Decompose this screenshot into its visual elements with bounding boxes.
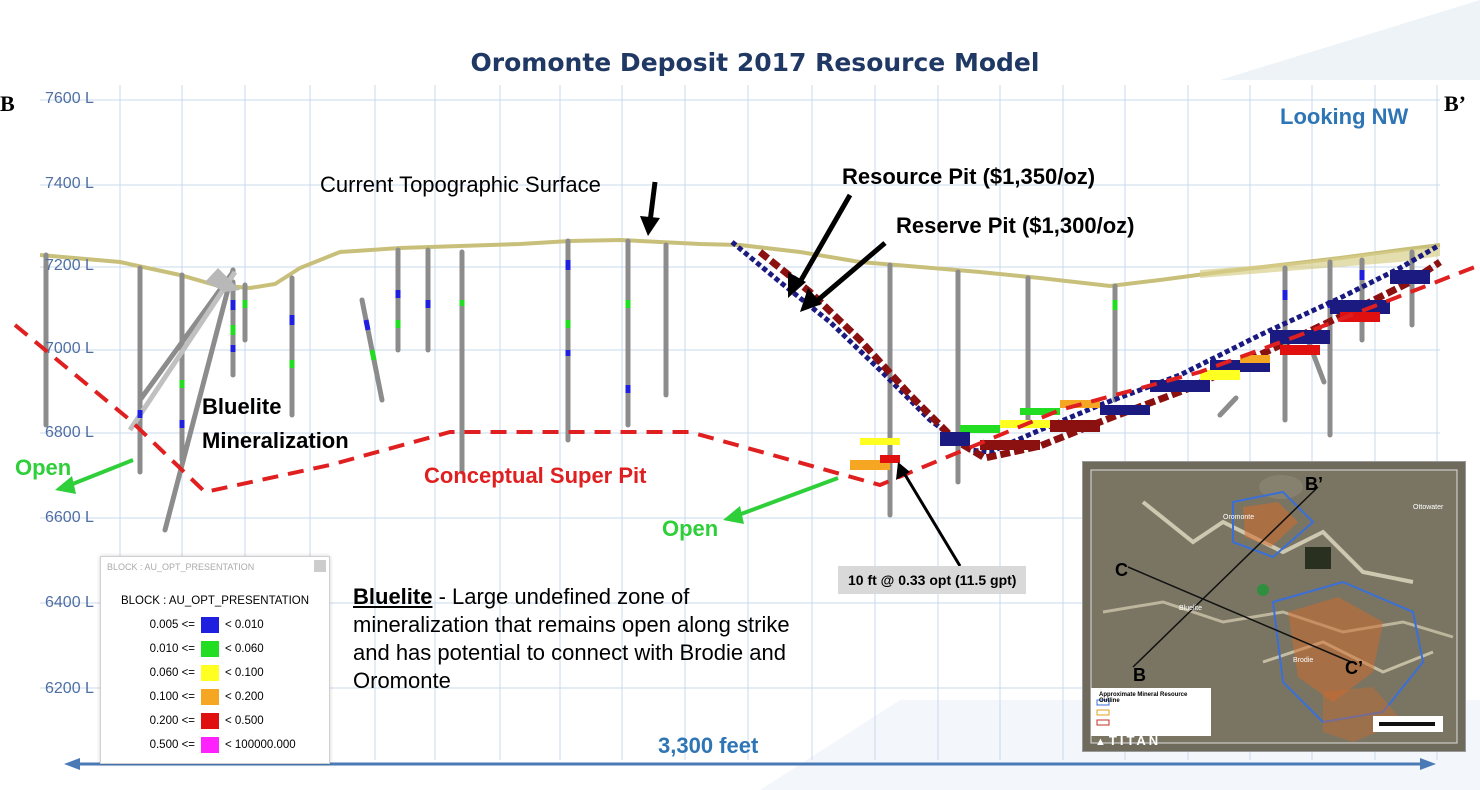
super-pit-label: Conceptual Super Pit: [424, 463, 647, 488]
block-model: [850, 270, 1430, 470]
section-length-label: 3,300 feet: [658, 733, 759, 758]
grade-legend: BLOCK : AU_OPT_PRESENTATION BLOCK : AU_O…: [100, 556, 330, 764]
intercept-callout: 10 ft @ 0.33 opt (11.5 gpt): [838, 566, 1027, 594]
legend-row: 0.010 <= < 0.060: [101, 637, 329, 661]
legend-swatch: [201, 713, 219, 729]
elevation-label: 7000 L: [45, 340, 94, 357]
location-map-inset: Approximate Mineral Resource Outline Oro…: [1082, 461, 1466, 752]
legend-min: 0.500 <=: [149, 739, 195, 751]
bluelite-description: Bluelite - Large undefined zone of miner…: [353, 583, 823, 695]
legend-min: 0.010 <=: [149, 643, 195, 655]
legend-title: BLOCK : AU_OPT_PRESENTATION: [120, 595, 310, 607]
legend-min: 0.005 <=: [149, 619, 195, 631]
legend-row: 0.060 <= < 0.100: [101, 661, 329, 685]
bluelite-label-line2: Mineralization: [202, 428, 349, 453]
section-end-label: B’: [1444, 91, 1466, 116]
legend-row: 0.500 <= < 100000.000: [101, 733, 329, 757]
pointer-arrows: [640, 181, 962, 567]
inset-place-label: Ottowater: [1413, 504, 1444, 511]
legend-min: 0.200 <=: [149, 715, 195, 727]
inset-section-label: B’: [1305, 474, 1323, 494]
legend-swatch: [201, 641, 219, 657]
legend-min: 0.060 <=: [149, 667, 195, 679]
inset-map-drawing: [1083, 462, 1465, 751]
legend-max: < 0.010: [225, 619, 264, 631]
open-right-label: Open: [662, 516, 719, 541]
inset-place-label: Oromonte: [1223, 514, 1255, 521]
scale-arrow: [64, 758, 1436, 770]
legend-min: 0.100 <=: [149, 691, 195, 703]
legend-swatch: [201, 665, 219, 681]
bluelite-label-line1: Bluelite: [202, 394, 282, 419]
open-arrows: [55, 458, 839, 524]
legend-row: 0.100 <= < 0.200: [101, 685, 329, 709]
description-name: Bluelite: [353, 584, 433, 609]
drill-holes: [43, 238, 1415, 533]
elevation-label: 7200 L: [45, 257, 94, 274]
inset-legend-title: Approximate Mineral Resource Outline: [1099, 692, 1188, 704]
super-pit-outline: [13, 263, 1480, 495]
drill-assay-ticks: [137, 260, 1365, 428]
description-text: - Large undefined zone of mineralization…: [353, 584, 790, 693]
view-direction-label: Looking NW: [1280, 104, 1409, 129]
legend-swatch: [201, 689, 219, 705]
inset-section-label: B: [1133, 665, 1146, 685]
titan-logo-mark: ▲: [1095, 736, 1109, 748]
elevation-label: 7400 L: [45, 175, 94, 192]
legend-header: BLOCK : AU_OPT_PRESENTATION: [107, 562, 255, 572]
topographic-surface-label: Current Topographic Surface: [320, 172, 601, 197]
titan-logo: ▲TITAN: [1095, 733, 1161, 748]
legend-row: 0.200 <= < 0.500: [101, 709, 329, 733]
titan-logo-text: TITAN: [1108, 733, 1162, 748]
open-left-label: Open: [15, 455, 72, 480]
elevation-label: 6400 L: [45, 594, 94, 611]
legend-swatch: [201, 617, 219, 633]
inset-place-label: Bluelite: [1179, 605, 1202, 612]
legend-max: < 0.060: [225, 643, 264, 655]
inset-place-label: Brodie: [1293, 657, 1314, 664]
inset-section-label: C: [1115, 560, 1128, 580]
elevation-label: 6800 L: [45, 424, 94, 441]
legend-swatch: [201, 737, 219, 753]
elevation-label: 7600 L: [45, 90, 94, 107]
elevation-label: 6200 L: [45, 680, 94, 697]
section-start-label: B: [0, 91, 15, 116]
topographic-surface: [39, 237, 1441, 291]
legend-close-icon: [314, 560, 326, 572]
page-title: Oromonte Deposit 2017 Resource Model: [470, 48, 1040, 77]
legend-max: < 0.200: [225, 691, 264, 703]
legend-max: < 0.500: [225, 715, 264, 727]
inset-section-label: C’: [1345, 658, 1363, 678]
elevation-label: 6600 L: [45, 509, 94, 526]
reserve-pit-label: Reserve Pit ($1,300/oz): [896, 213, 1135, 238]
legend-row: 0.005 <= < 0.010: [101, 613, 329, 637]
legend-max: < 0.100: [225, 667, 264, 679]
resource-pit-label: Resource Pit ($1,350/oz): [842, 164, 1096, 189]
legend-max: < 100000.000: [225, 739, 296, 751]
